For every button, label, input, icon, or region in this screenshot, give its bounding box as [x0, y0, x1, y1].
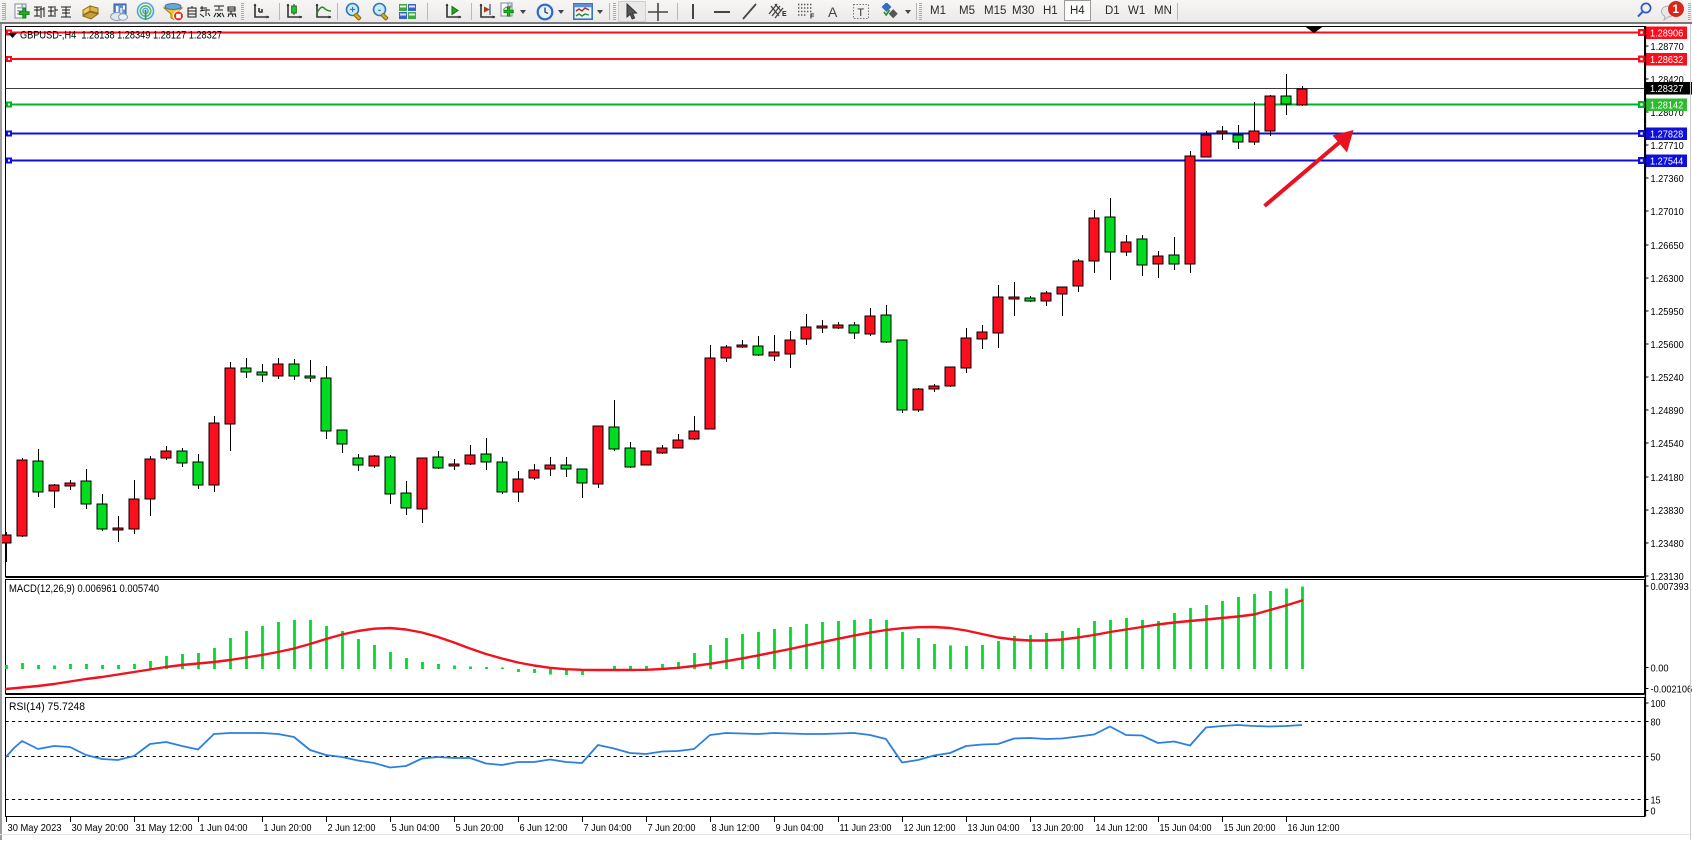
svg-text:1.27360: 1.27360	[1651, 173, 1684, 185]
svg-text:1 Jun 04:00: 1 Jun 04:00	[200, 822, 248, 834]
svg-text:GBPUSD-,H4 1.28138 1.28349 1.: GBPUSD-,H4 1.28138 1.28349 1.28127 1.283…	[20, 30, 222, 42]
svg-text:30 May 20:00: 30 May 20:00	[72, 822, 129, 834]
svg-text:1.28632: 1.28632	[1650, 54, 1683, 66]
svg-text:9 Jun 04:00: 9 Jun 04:00	[776, 822, 824, 834]
svg-text:+: +	[350, 5, 356, 16]
svg-text:RSI(14) 75.7248: RSI(14) 75.7248	[9, 701, 85, 713]
svg-text:8 Jun 12:00: 8 Jun 12:00	[712, 822, 760, 834]
svg-text:14 Jun 12:00: 14 Jun 12:00	[1096, 822, 1148, 834]
svg-text:1.27544: 1.27544	[1650, 155, 1683, 167]
svg-text:1.27010: 1.27010	[1651, 206, 1684, 218]
svg-text:30 May 2023: 30 May 2023	[8, 822, 62, 834]
svg-text:1.28142: 1.28142	[1650, 99, 1683, 111]
svg-text:12 Jun 12:00: 12 Jun 12:00	[904, 822, 956, 834]
svg-text:1.27710: 1.27710	[1651, 140, 1684, 152]
svg-text:11 Jun 23:00: 11 Jun 23:00	[840, 822, 892, 834]
svg-text:1.25950: 1.25950	[1651, 306, 1684, 318]
svg-text:-0.002106: -0.002106	[1651, 683, 1692, 695]
svg-text:1.28906: 1.28906	[1650, 27, 1683, 39]
svg-text:F: F	[810, 14, 815, 21]
svg-text:1.28327: 1.28327	[1650, 83, 1683, 95]
svg-text:80: 80	[1651, 716, 1661, 728]
svg-text:6 Jun 12:00: 6 Jun 12:00	[520, 822, 568, 834]
svg-text:1.24180: 1.24180	[1651, 472, 1684, 484]
svg-text:1.26650: 1.26650	[1651, 240, 1684, 252]
svg-text:1.24540: 1.24540	[1651, 438, 1684, 450]
svg-text:100: 100	[1651, 698, 1666, 710]
svg-text:T: T	[857, 7, 864, 19]
svg-text:1.23830: 1.23830	[1651, 505, 1684, 517]
svg-text:1 Jun 20:00: 1 Jun 20:00	[264, 822, 312, 834]
svg-text:0.007393: 0.007393	[1651, 581, 1689, 593]
svg-text:13 Jun 20:00: 13 Jun 20:00	[1032, 822, 1084, 834]
svg-text:7 Jun 20:00: 7 Jun 20:00	[648, 822, 696, 834]
svg-text:1.28770: 1.28770	[1651, 41, 1684, 53]
svg-text:1.23480: 1.23480	[1651, 538, 1684, 550]
svg-text:MACD(12,26,9) 0.006961 0.00574: MACD(12,26,9) 0.006961 0.005740	[9, 583, 159, 595]
svg-text:1.27828: 1.27828	[1650, 128, 1683, 140]
svg-text:50: 50	[1651, 751, 1661, 763]
svg-text:-: -	[378, 5, 381, 16]
svg-text:1.24890: 1.24890	[1651, 405, 1684, 417]
svg-text:2 Jun 12:00: 2 Jun 12:00	[328, 822, 376, 834]
svg-text:13 Jun 04:00: 13 Jun 04:00	[968, 822, 1020, 834]
svg-text:7 Jun 04:00: 7 Jun 04:00	[584, 822, 632, 834]
svg-text:0.00: 0.00	[1651, 662, 1669, 674]
svg-text:5 Jun 20:00: 5 Jun 20:00	[456, 822, 504, 834]
svg-text:31 May 12:00: 31 May 12:00	[136, 822, 193, 834]
svg-text:15 Jun 20:00: 15 Jun 20:00	[1224, 822, 1276, 834]
svg-text:E: E	[782, 11, 787, 18]
svg-text:0: 0	[1651, 805, 1656, 817]
svg-text:1.25240: 1.25240	[1651, 372, 1684, 384]
svg-text:15 Jun 04:00: 15 Jun 04:00	[1160, 822, 1212, 834]
svg-text:16 Jun 12:00: 16 Jun 12:00	[1288, 822, 1340, 834]
svg-text:5 Jun 04:00: 5 Jun 04:00	[392, 822, 440, 834]
svg-text:1.25600: 1.25600	[1651, 339, 1684, 351]
svg-text:1.26300: 1.26300	[1651, 273, 1684, 285]
